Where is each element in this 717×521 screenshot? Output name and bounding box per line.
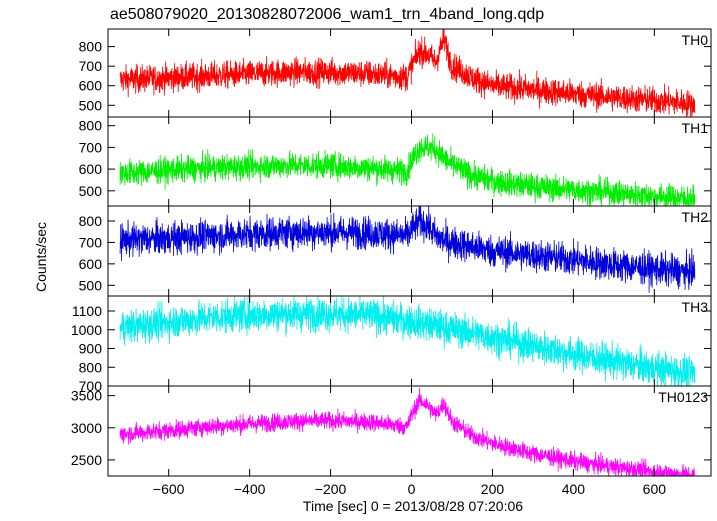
y-tick-label: 500 [79, 97, 103, 113]
x-axis-label: Time [sec] 0 = 2013/08/28 07:20:06 [303, 498, 523, 514]
panel-label-th0: TH0 [682, 32, 709, 48]
panel-label-th1: TH1 [682, 120, 709, 136]
y-axis-label: Counts/sec [33, 222, 49, 292]
series-line-th1 [119, 133, 696, 206]
y-tick-label: 500 [79, 277, 103, 293]
panel-label-th3: TH3 [682, 299, 709, 315]
panel-label-th2: TH2 [682, 209, 709, 225]
x-tick-label: 0 [408, 481, 416, 497]
y-tick-label: 3000 [71, 420, 102, 436]
y-tick-label: 800 [79, 359, 103, 375]
y-tick-label: 800 [79, 213, 103, 229]
x-tick-label: −400 [234, 481, 266, 497]
y-tick-label: 1100 [72, 303, 102, 319]
series-line-th2 [119, 206, 696, 293]
y-tick-label: 600 [79, 78, 103, 94]
y-tick-label: 800 [79, 39, 103, 55]
series-line-th3 [119, 296, 696, 386]
chart-panels: 500 600 700 800 TH0 500 600 700 800 TH1 500 600 700 8… [71, 28, 712, 497]
x-tick-label: −600 [153, 481, 185, 497]
panel-frame [107, 205, 712, 297]
y-tick-label: 600 [79, 161, 103, 177]
x-tick-label: 400 [562, 481, 586, 497]
y-tick-label: 3500 [71, 388, 102, 404]
y-tick-label: 800 [79, 118, 103, 134]
panel-frame [107, 385, 712, 477]
x-tick-label: 200 [481, 481, 505, 497]
y-tick-label: 900 [79, 341, 103, 357]
y-tick-label: 600 [79, 256, 103, 272]
x-tick-label: 600 [643, 481, 667, 497]
chart-title: ae508079020_20130828072006_wam1_trn_4ban… [110, 6, 544, 23]
y-tick-label: 700 [79, 378, 103, 394]
series-line-th0123 [119, 388, 696, 476]
y-tick-label: 700 [79, 234, 103, 250]
y-tick-label: 2500 [71, 452, 102, 468]
panel-label-th0123: TH0123 [658, 389, 708, 405]
y-tick-label: 1000 [71, 322, 102, 338]
y-tick-label: 500 [79, 183, 103, 199]
x-tick-label: −200 [315, 481, 347, 497]
series-line-th0 [119, 29, 696, 117]
y-tick-label: 700 [79, 139, 103, 155]
y-tick-label: 700 [79, 58, 103, 74]
